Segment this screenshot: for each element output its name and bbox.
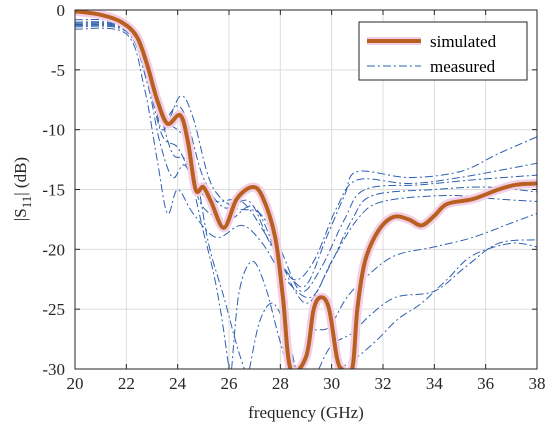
x-tick-label: 28 [272,374,289,393]
x-tick-label: 20 [67,374,84,393]
y-axis-label: |S11| (dB) [11,157,34,221]
y-tick-label: -5 [51,61,65,80]
measured-line-4 [75,25,537,304]
x-tick-label: 38 [529,374,546,393]
axis-ticks: 20 22 24 26 28 30 32 34 36 38 0 -5 -10 -15 -20 -25 -30 [42,1,545,393]
legend: simulated measured [358,21,528,81]
x-axis-label: frequency (GHz) [248,403,364,422]
simulated-series [75,10,537,369]
x-tick-label: 32 [375,374,392,393]
y-tick-label: 0 [57,1,66,20]
x-tick-label: 34 [426,374,444,393]
legend-box [358,21,528,81]
y-tick-label: -25 [42,300,65,319]
x-tick-label: 26 [221,374,238,393]
measured-line-5 [75,27,537,299]
simulated-line [75,10,537,369]
measured-line-8 [231,260,289,369]
legend-simulated-label: simulated [430,32,497,51]
measured-line-10 [297,212,537,369]
y-axis-label-main: |S [11,208,30,221]
legend-measured-label: measured [430,57,496,76]
y-tick-label: -15 [42,181,65,200]
measured-line-7 [75,24,230,369]
y-axis-label-rest: | (dB) [11,157,30,196]
x-tick-label: 36 [477,374,494,393]
y-axis-label-sub: 11 [19,196,34,209]
y-tick-label: -30 [42,360,65,379]
x-tick-label: 22 [118,374,135,393]
measured-line-2 [75,21,537,281]
x-tick-label: 30 [323,374,340,393]
x-tick-label: 24 [169,374,187,393]
y-tick-label: -10 [42,121,65,140]
y-tick-label: -20 [42,240,65,259]
